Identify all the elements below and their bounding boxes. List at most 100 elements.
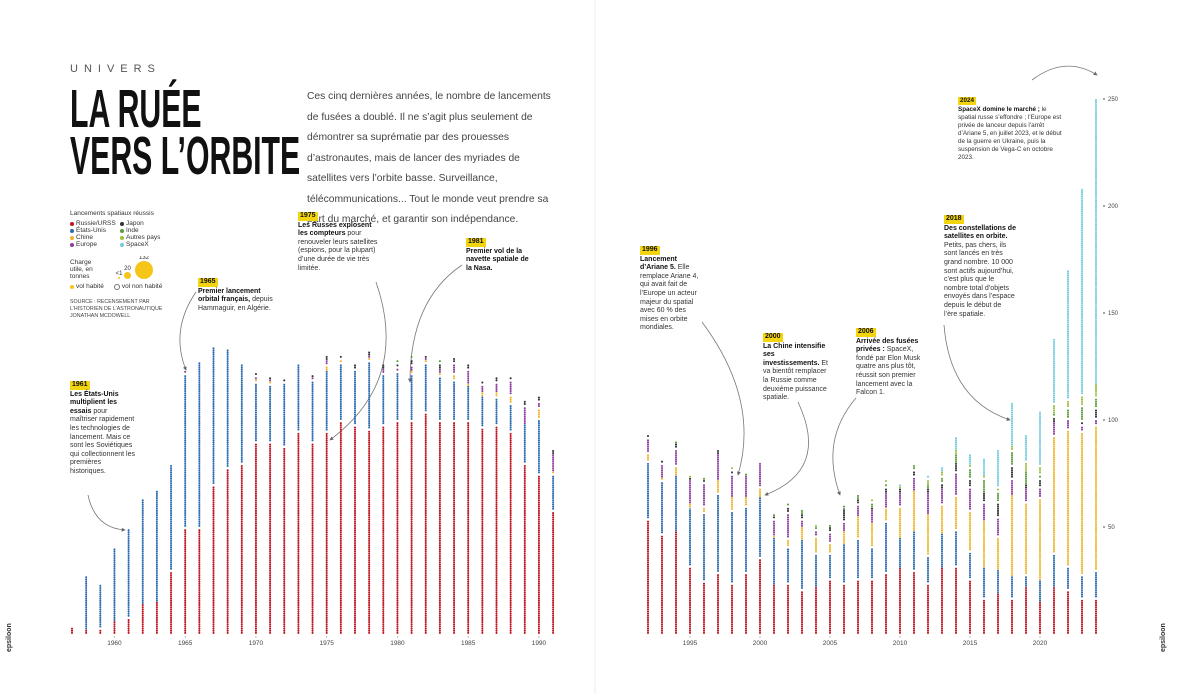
legend-label: Chine [76, 234, 93, 241]
annotation: 2018 Des constellations de satellites en … [944, 215, 1016, 319]
arrow [943, 324, 1011, 421]
annotation: 2000 La Chine intensifie ses investisseme… [763, 333, 829, 403]
annotation-bold: Lancement d’Ariane 5. [640, 255, 677, 272]
x-tick-label: 1965 [178, 640, 193, 647]
arrow [179, 291, 197, 371]
intro: Ces cinq dernières années, le nombre de … [307, 91, 551, 225]
legend-label: SpaceX [126, 241, 149, 248]
legend-swatch [70, 242, 74, 247]
x-tick-label: 1980 [390, 640, 405, 647]
annotation: 1981 Premier vol de la navette spatiale d… [466, 238, 532, 273]
annotation: 1961 Les États-Unis multiplient les essai… [70, 381, 136, 477]
legend-label: Autres pays [126, 234, 161, 241]
annotation-bold: Les États-Unis multiplient les essais [70, 390, 119, 415]
y-tick [1103, 205, 1105, 207]
annotation-bold: Premier lancement orbital français, [198, 287, 261, 304]
x-tick-label: 1960 [107, 640, 122, 647]
legend-title: Lancements spatiaux réussis [70, 210, 154, 217]
annotation-text: Et va bientôt remplacer la Russie comme … [763, 359, 828, 402]
annotation: 1975 Les Russes explosent les compteurs p… [298, 212, 380, 273]
arrows [87, 65, 1098, 532]
legend-swatch [70, 235, 74, 240]
legend-label: Europe [76, 241, 97, 248]
annotation-text: pour renouveler leurs satellites (espion… [298, 230, 378, 272]
flight-item: vol habité [70, 283, 104, 290]
annotation-year: 2018 [944, 215, 964, 224]
legend-label: Russie/URSS [76, 220, 116, 227]
legend-label: Japon [126, 220, 144, 227]
legend: Lancements spatiaux réussis Russie/URSS J… [70, 210, 190, 290]
legend-swatch [70, 221, 74, 226]
flight-item: vol non habité [113, 283, 163, 290]
flight-legend: vol habité vol non habité [70, 283, 190, 290]
x-tick-label: 1985 [461, 640, 476, 647]
annotation-text: depuis Hammaguir, en Algérie. [198, 296, 273, 312]
y-tick-label: 50 [1108, 525, 1115, 531]
flight-label: vol non habité [121, 283, 163, 290]
y-tick [1103, 98, 1105, 100]
x-tick-label: 2010 [893, 640, 908, 647]
flight-label: vol habité [76, 283, 104, 290]
y-tick [1103, 312, 1105, 314]
legend-item: Chine [70, 234, 120, 241]
legend-label: États-Unis [76, 227, 106, 234]
legend-swatch [120, 228, 124, 233]
annotation: 2024 SpaceX domine le marché ; le spatial… [958, 97, 1062, 162]
y-tick-label: 200 [1108, 204, 1119, 210]
legend-swatch [120, 235, 124, 240]
x-tick-label: 1995 [683, 640, 698, 647]
annotation-text: Petits, pas chers, ils sont lancés en tr… [944, 241, 1015, 318]
annotation-bold: Premier vol de la navette spatiale de la… [466, 247, 529, 272]
annotation-year: 1996 [640, 246, 660, 255]
y-tick-label: 250 [1108, 97, 1119, 103]
arrow [1031, 65, 1098, 81]
annotation-year: 1965 [198, 278, 218, 287]
arrow [87, 494, 126, 532]
annotation-year: 2024 [958, 97, 977, 105]
title-line: VERS L’ORBITE [70, 126, 301, 186]
legend-item: Europe [70, 241, 120, 248]
source: SOURCE : RECENSEMENT PAR L’HISTORIEN DE … [70, 299, 163, 319]
page-title: LA RUÉE VERS L’ORBITE [70, 79, 301, 186]
legend-item: Autres pays [120, 234, 180, 241]
y-tick-label: 150 [1108, 311, 1119, 317]
annotation-text: Elle remplace Ariane 4, qui avait fait d… [640, 264, 699, 332]
y-tick [1103, 526, 1105, 528]
size-circle [135, 261, 154, 279]
x-tick-label: 1975 [319, 640, 334, 647]
arrow [408, 264, 463, 383]
y-tick [1103, 419, 1105, 421]
annotation: 1965 Premier lancement orbital français, … [198, 278, 280, 313]
annotation-year: 2000 [763, 333, 783, 342]
legend-item: États-Unis [70, 227, 120, 234]
legend-swatch [120, 242, 124, 247]
x-tick-label: 2000 [753, 640, 768, 647]
annotation-year: 2006 [856, 328, 876, 337]
annotation-bold: SpaceX domine le marché ; [958, 106, 1040, 113]
annotation-year: 1975 [298, 212, 318, 221]
title-line: LA RUÉE [70, 79, 202, 139]
y-tick-label: 100 [1108, 418, 1119, 424]
x-tick-label: 2015 [963, 640, 978, 647]
annotation-text: pour maîtriser rapidement les technologi… [70, 407, 135, 475]
size-circles: <120 132 [116, 256, 154, 279]
size-legend: Charge utile, en tonnes <1 20 132 [70, 256, 190, 280]
size-circle [118, 277, 120, 279]
legend-swatch [120, 221, 124, 226]
annotation-year: 1961 [70, 381, 90, 390]
annotation-bold: Les Russes explosent les compteurs [298, 221, 372, 238]
legend-item: SpaceX [120, 241, 180, 248]
arrow [701, 321, 745, 476]
annotation-text: le spatial russe s’effondre ; l’Europe e… [958, 106, 1062, 161]
size-legend-title: Charge utile, en tonnes [70, 259, 93, 280]
size-circle [124, 271, 132, 279]
arrow [832, 397, 857, 496]
legend-item: Inde [120, 227, 180, 234]
x-tick-label: 2020 [1033, 640, 1048, 647]
annotation: 1996 Lancement d’Ariane 5. Elle remplace … [640, 246, 706, 333]
legend-grid: Russie/URSS Japon États-Unis Inde Chine Autre… [70, 220, 190, 248]
size-label: 20 [124, 266, 131, 272]
size-label: 132 [139, 256, 150, 261]
legend-item: Russie/URSS [70, 220, 120, 227]
